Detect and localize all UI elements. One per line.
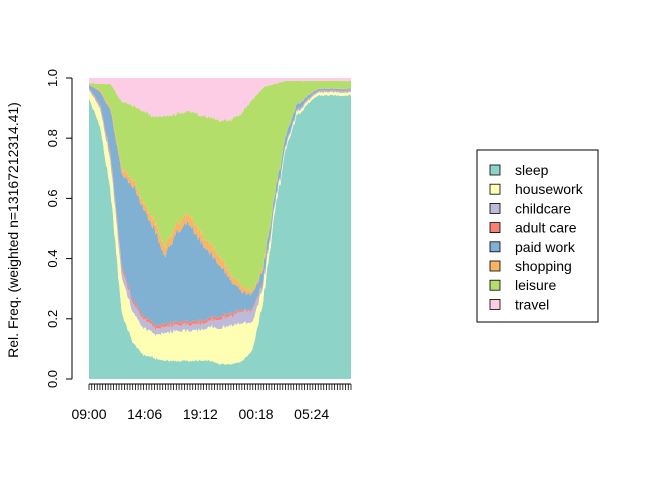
x-tick-label: 19:12 [183, 406, 218, 422]
y-tick-label: 0.6 [45, 189, 60, 207]
legend-swatch-adult-care [489, 222, 501, 234]
x-tick-label: 09:00 [71, 406, 106, 422]
legend-swatch-childcare [489, 202, 501, 214]
y-tick-label: 0.8 [45, 129, 60, 147]
area-travel [89, 78, 351, 122]
legend-label: travel [515, 296, 549, 312]
x-axis: 09:00 14:06 19:12 00:18 05:24 [71, 383, 352, 422]
legend-label: housework [515, 181, 584, 197]
legend-swatch-sleep [489, 164, 501, 176]
legend-label: shopping [515, 258, 572, 274]
y-axis: 0.0 0.2 0.4 0.6 0.8 1.0 [45, 69, 73, 388]
legend-label: leisure [515, 277, 556, 293]
plot-areas [89, 78, 351, 379]
area-paid-work [89, 85, 351, 328]
y-tick-label: 0.2 [45, 310, 60, 328]
legend-swatch-housework [489, 183, 501, 195]
legend-label: adult care [515, 220, 577, 236]
legend-box [476, 149, 599, 323]
y-tick-label: 1.0 [45, 69, 60, 87]
x-tick-label: 14:06 [127, 406, 162, 422]
y-tick-label: 0.4 [45, 250, 60, 268]
legend-swatch-shopping [489, 260, 501, 272]
area-sleep [89, 94, 351, 379]
y-tick-label: 0.0 [45, 370, 60, 388]
y-axis-label: Rel. Freq. (weighted n=13167212314.41) [5, 102, 21, 358]
legend-label: paid work [515, 239, 576, 255]
legend-label: childcare [515, 200, 571, 216]
area-leisure [89, 80, 351, 293]
legend-label: sleep [515, 162, 549, 178]
x-tick-label: 00:18 [239, 406, 274, 422]
x-tick-label: 05:24 [294, 406, 329, 422]
legend-swatch-leisure [489, 279, 501, 291]
legend-swatch-travel [489, 298, 501, 310]
legend: sleep housework childcare adult care paid wo… [476, 149, 599, 323]
legend-swatch-paid-work [489, 241, 501, 253]
